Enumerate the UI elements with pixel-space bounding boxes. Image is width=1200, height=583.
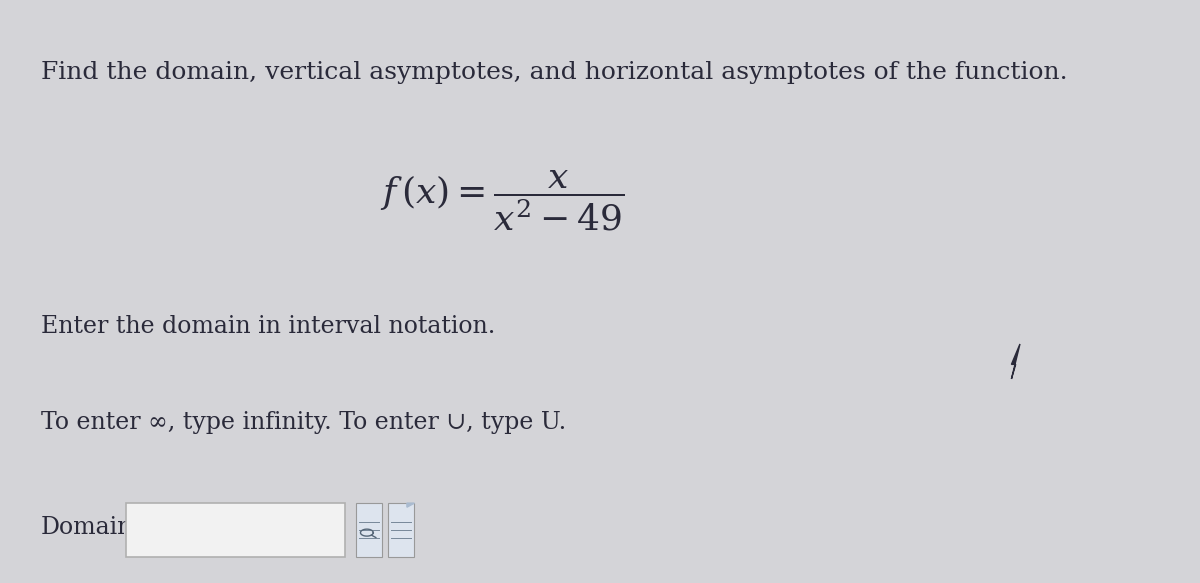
Text: Enter the domain in interval notation.: Enter the domain in interval notation. xyxy=(41,315,494,338)
Text: Domain:: Domain: xyxy=(41,516,140,539)
Polygon shape xyxy=(1012,344,1020,379)
FancyBboxPatch shape xyxy=(388,503,414,557)
Text: To enter ∞, type infinity. To enter ∪, type U.: To enter ∞, type infinity. To enter ∪, t… xyxy=(41,411,566,434)
FancyBboxPatch shape xyxy=(126,503,344,557)
Text: Find the domain, vertical asymptotes, and horizontal asymptotes of the function.: Find the domain, vertical asymptotes, an… xyxy=(41,61,1067,84)
Text: $f\,(x) = \dfrac{x}{x^2-49}$: $f\,(x) = \dfrac{x}{x^2-49}$ xyxy=(379,169,624,233)
FancyBboxPatch shape xyxy=(355,503,383,557)
Polygon shape xyxy=(407,503,414,507)
